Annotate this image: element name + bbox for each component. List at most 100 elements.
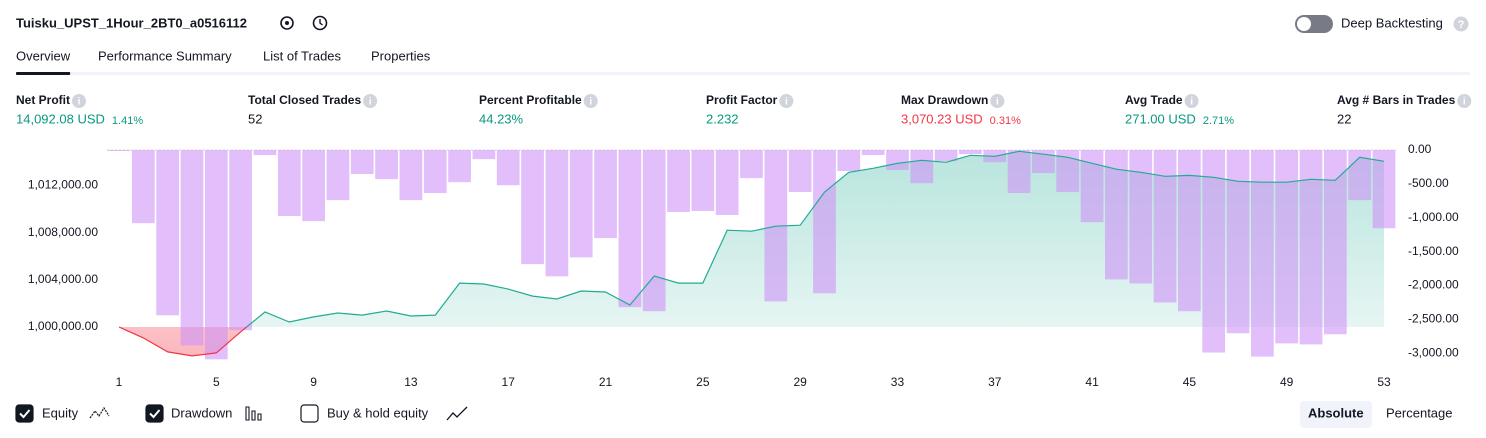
drawdown-bar — [1129, 150, 1153, 284]
y2-tick-label: -2,500.00 — [1408, 312, 1459, 326]
equity-area — [119, 151, 1384, 327]
drawdown-bar — [667, 150, 690, 212]
info-glyph: i — [785, 97, 788, 108]
settings-icon[interactable] — [280, 16, 294, 30]
metric-value: 52 — [248, 111, 262, 126]
drawdown-bar — [959, 150, 982, 155]
info-glyph: i — [589, 97, 592, 108]
mode-bg — [1300, 401, 1372, 428]
drawdown-bar — [594, 150, 617, 239]
x-tick-label: 17 — [502, 375, 516, 389]
tab[interactable]: List of Trades — [263, 48, 342, 63]
equity-line — [119, 150, 1385, 327]
checkmark — [19, 409, 31, 419]
x-tick-label: 41 — [1085, 375, 1099, 389]
view-mode[interactable]: Percentage — [1386, 405, 1453, 420]
info-icon[interactable] — [990, 94, 1005, 108]
info-icon[interactable] — [779, 94, 794, 108]
y2-tick-label: -1,000.00 — [1408, 210, 1459, 224]
replay-icon[interactable] — [312, 15, 328, 31]
info-icon[interactable] — [363, 94, 378, 108]
y2-tick-label: -3,000.00 — [1408, 345, 1459, 359]
metric-label: Total Closed Trades — [248, 93, 361, 107]
y2-tick-label: -2,000.00 — [1408, 278, 1459, 292]
metric-label: Avg # Bars in Trades — [1337, 93, 1456, 107]
drawdown-bar — [399, 150, 423, 201]
info-glyph: i — [1463, 97, 1466, 108]
deep-backtesting-toggle[interactable] — [1295, 15, 1333, 33]
drawdown-bar — [642, 150, 666, 312]
info-glyph: i — [78, 97, 81, 108]
checkbox[interactable] — [15, 404, 34, 423]
metric-value: 22 — [1337, 111, 1351, 126]
drawdown-bar — [107, 150, 131, 152]
info-icon[interactable] — [583, 94, 598, 108]
tab[interactable]: Properties — [371, 48, 431, 63]
drawdown-bar — [375, 150, 398, 180]
drawdown-bar — [837, 150, 861, 171]
drawdown-bar — [886, 150, 909, 170]
drawdown-bar — [1056, 150, 1080, 192]
metric-value: 3,070.23 USD — [901, 111, 983, 126]
x-tick-label: 33 — [891, 375, 905, 389]
legend: Equity Drawdown Buy & hold equity — [15, 404, 468, 423]
deep-backtesting-label: Deep Backtesting — [1341, 15, 1443, 30]
drawdown-bar — [204, 150, 228, 360]
metric-label: Profit Factor — [706, 93, 778, 107]
toggle-knob — [1297, 17, 1311, 31]
info-icon[interactable] — [1184, 94, 1199, 108]
drawdown-bar — [302, 150, 325, 222]
drawdown-bar — [350, 150, 374, 175]
drawdown-bar — [1251, 150, 1274, 357]
drawdown-bar — [934, 150, 958, 162]
x-tick-label: 25 — [696, 375, 710, 389]
legend-label: Drawdown — [171, 405, 232, 420]
drawdown-bar — [156, 150, 180, 316]
drawdown-bar — [472, 150, 496, 160]
metric-label: Max Drawdown — [901, 93, 988, 107]
view-mode[interactable]: Absolute — [1308, 405, 1364, 420]
drawdown-bar — [1202, 150, 1226, 353]
drawdown-bar — [1105, 150, 1128, 280]
drawdown-bar — [861, 150, 885, 156]
drawdown-bar — [1007, 150, 1031, 194]
y-tick-label: 1,004,000.00 — [28, 272, 98, 286]
y2-tick-label: -500.00 — [1408, 176, 1449, 190]
tab-underline — [16, 72, 71, 75]
metric-label: Net Profit — [16, 93, 70, 107]
metric-percent: 2.71% — [1203, 115, 1234, 127]
x-tick-label: 1 — [116, 375, 123, 389]
drawdown-bar — [326, 150, 350, 201]
metric-value: 14,092.08 USD — [16, 111, 105, 126]
info-icon[interactable] — [72, 94, 86, 108]
drawdown-bar — [1226, 150, 1250, 334]
x-tick-label: 9 — [310, 375, 317, 389]
drawdown-bar — [253, 150, 277, 156]
drawdown-bar — [1275, 150, 1299, 344]
svg-text:?: ? — [1458, 19, 1465, 31]
tab[interactable]: Performance Summary — [98, 48, 232, 63]
strategy-title: Tuisku_UPST_1Hour_2BT0_a0516112 — [16, 15, 247, 30]
help-icon[interactable]: ? — [1453, 16, 1469, 32]
drawdown-bar — [131, 150, 155, 224]
metric-label: Avg Trade — [1125, 93, 1183, 107]
x-tick-label: 37 — [988, 375, 1002, 389]
tab[interactable]: Overview — [16, 48, 71, 63]
metric-value: 2.232 — [706, 111, 739, 126]
drawdown-bar — [691, 150, 715, 211]
drawdown-bar — [1323, 150, 1347, 335]
info-glyph: i — [1190, 97, 1193, 108]
drawdown-bar — [1299, 150, 1323, 345]
info-icon[interactable] — [1457, 94, 1472, 108]
metric-percent: 0.31% — [990, 115, 1021, 127]
drawdown-bar — [740, 150, 763, 179]
drawdown-bar — [1153, 150, 1177, 303]
drawdown-bar — [813, 150, 836, 294]
drawdown-bar — [788, 150, 812, 192]
info-glyph: i — [369, 97, 372, 108]
metric-label: Percent Profitable — [479, 93, 582, 107]
x-tick-label: 13 — [404, 375, 418, 389]
checkbox[interactable] — [300, 404, 319, 423]
checkbox[interactable] — [145, 404, 164, 423]
